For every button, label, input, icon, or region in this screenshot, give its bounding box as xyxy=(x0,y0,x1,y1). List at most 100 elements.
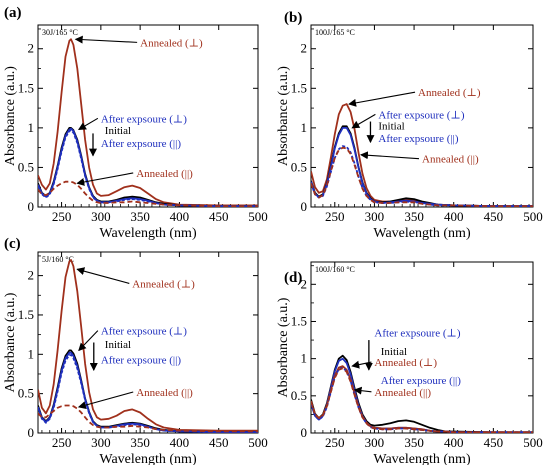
x-axis-label: Wavelength (nm) xyxy=(373,452,471,465)
series-line-1 xyxy=(38,259,258,432)
series-group xyxy=(311,103,533,207)
annotation-arrow xyxy=(348,91,416,107)
annotation-label: Annealed (||) xyxy=(422,154,479,166)
x-tick-label: 450 xyxy=(209,435,229,450)
x-tick-label: 300 xyxy=(365,209,385,224)
x-axis-label: Wavelength (nm) xyxy=(373,226,471,241)
y-tick-label: 1.5 xyxy=(18,80,34,95)
panel-c: 250 300 350 400 450 500 0 0.5 1 1.5 2 Wavelength (n… xyxy=(3,236,268,465)
y-tick-label: 2 xyxy=(28,268,35,283)
series-line-4 xyxy=(38,354,258,433)
annotation-label: Annealed (⊥) xyxy=(418,87,481,99)
annotation-arrow xyxy=(353,386,372,395)
series-line-5 xyxy=(38,180,258,207)
x-tick-label: 350 xyxy=(130,209,150,224)
annotation-arrow xyxy=(351,113,376,129)
annotation-label: Annealed (⊥) xyxy=(140,37,203,49)
y-tick-label: 1.5 xyxy=(291,313,307,328)
x-tick-label: 350 xyxy=(404,209,424,224)
series-line-5 xyxy=(311,367,533,433)
annotation-arrow xyxy=(76,267,130,284)
annotation-arrow xyxy=(76,172,134,186)
series-group xyxy=(38,259,258,433)
y-tick-label: 0 xyxy=(28,425,35,440)
x-tick-label: 500 xyxy=(248,435,268,450)
annotation-label: After expsoure (||) xyxy=(101,355,181,367)
annotation-label: Annealed (⊥) xyxy=(132,278,195,290)
y-tick-label: 2 xyxy=(301,276,308,291)
annotation-arrow xyxy=(74,35,138,44)
x-tick-label: 350 xyxy=(130,435,150,450)
annotation-arrow xyxy=(359,151,420,160)
annotation-label: Initial xyxy=(381,346,407,358)
panel-label: (c) xyxy=(4,236,21,252)
condition-label: 100J/160 °C xyxy=(315,265,355,274)
panel-a: 250 300 350 400 450 500 0 0.5 1 1.5 2 Wavelength (n… xyxy=(3,5,268,241)
annotation-label: Initial xyxy=(105,125,131,137)
x-tick-label: 250 xyxy=(52,209,72,224)
y-tick-label: 1.5 xyxy=(291,80,307,95)
plot-frame xyxy=(37,251,259,434)
plot-frame xyxy=(310,261,534,434)
x-tick-label: 450 xyxy=(209,209,229,224)
series-group xyxy=(38,38,258,207)
x-tick-label: 400 xyxy=(444,209,464,224)
annotation-arrow xyxy=(77,117,99,130)
x-tick-label: 450 xyxy=(484,435,504,450)
annotation-label: After expsoure (||) xyxy=(381,375,461,387)
x-tick-label: 250 xyxy=(52,435,72,450)
panel-label: (b) xyxy=(284,10,302,26)
condition-label: 5J/160 °C xyxy=(42,255,74,264)
y-axis-label: Absorbance (a.u.) xyxy=(276,297,291,397)
y-tick-label: 0.5 xyxy=(18,386,34,401)
x-tick-label: 500 xyxy=(248,209,268,224)
annotation-label: Initial xyxy=(105,339,131,351)
series-line-4 xyxy=(38,129,258,207)
annotation-label: After expsoure (⊥) xyxy=(101,326,187,338)
y-tick-label: 1 xyxy=(28,120,35,135)
x-tick-label: 400 xyxy=(170,435,190,450)
x-tick-label: 450 xyxy=(484,209,504,224)
y-tick-label: 0 xyxy=(301,199,308,214)
y-tick-label: 2 xyxy=(28,41,35,56)
y-tick-label: 0.5 xyxy=(291,159,307,174)
annotation-arrow xyxy=(351,360,372,369)
y-axis-label: Absorbance (a.u.) xyxy=(3,292,18,392)
panel-label: (a) xyxy=(4,5,22,21)
panel-label: (d) xyxy=(284,270,302,286)
x-tick-label: 500 xyxy=(523,435,543,450)
x-tick-label: 250 xyxy=(325,435,345,450)
y-tick-label: 0 xyxy=(301,425,308,440)
x-tick-label: 300 xyxy=(91,209,111,224)
x-tick-label: 300 xyxy=(365,435,385,450)
y-tick-label: 2 xyxy=(301,41,308,56)
series-group xyxy=(311,354,533,433)
annotation-label: Annealed (||) xyxy=(136,168,193,180)
y-tick-label: 1 xyxy=(301,351,308,366)
x-tick-label: 250 xyxy=(325,209,345,224)
x-tick-label: 350 xyxy=(404,435,424,450)
x-tick-label: 500 xyxy=(523,209,543,224)
series-line-4 xyxy=(311,366,533,433)
annotation-label: Initial xyxy=(378,120,404,132)
condition-label: 100J/165 °C xyxy=(315,28,355,37)
annotation-label: After expsoure (||) xyxy=(101,138,181,150)
y-tick-label: 0.5 xyxy=(18,159,34,174)
annotation-label: After expsoure (||) xyxy=(378,133,458,145)
annotation-label: After expsoure (⊥) xyxy=(378,109,464,121)
annotation-label: Annealed (||) xyxy=(374,387,431,399)
annotation-label: Annealed (⊥) xyxy=(374,357,437,369)
annotation-label: After expsoure (⊥) xyxy=(374,327,460,339)
x-tick-label: 400 xyxy=(444,435,464,450)
y-axis-label: Absorbance (a.u.) xyxy=(276,66,291,166)
x-axis-label: Wavelength (nm) xyxy=(99,452,197,465)
y-tick-label: 0.5 xyxy=(291,388,307,403)
annotation-arrow xyxy=(77,391,134,410)
plot-frame xyxy=(310,24,534,208)
annotation-label: After expsoure (⊥) xyxy=(101,113,187,125)
y-tick-label: 0 xyxy=(28,199,35,214)
y-tick-label: 1 xyxy=(301,120,308,135)
y-tick-label: 1 xyxy=(28,346,35,361)
x-tick-label: 300 xyxy=(91,435,111,450)
x-tick-label: 400 xyxy=(170,209,190,224)
